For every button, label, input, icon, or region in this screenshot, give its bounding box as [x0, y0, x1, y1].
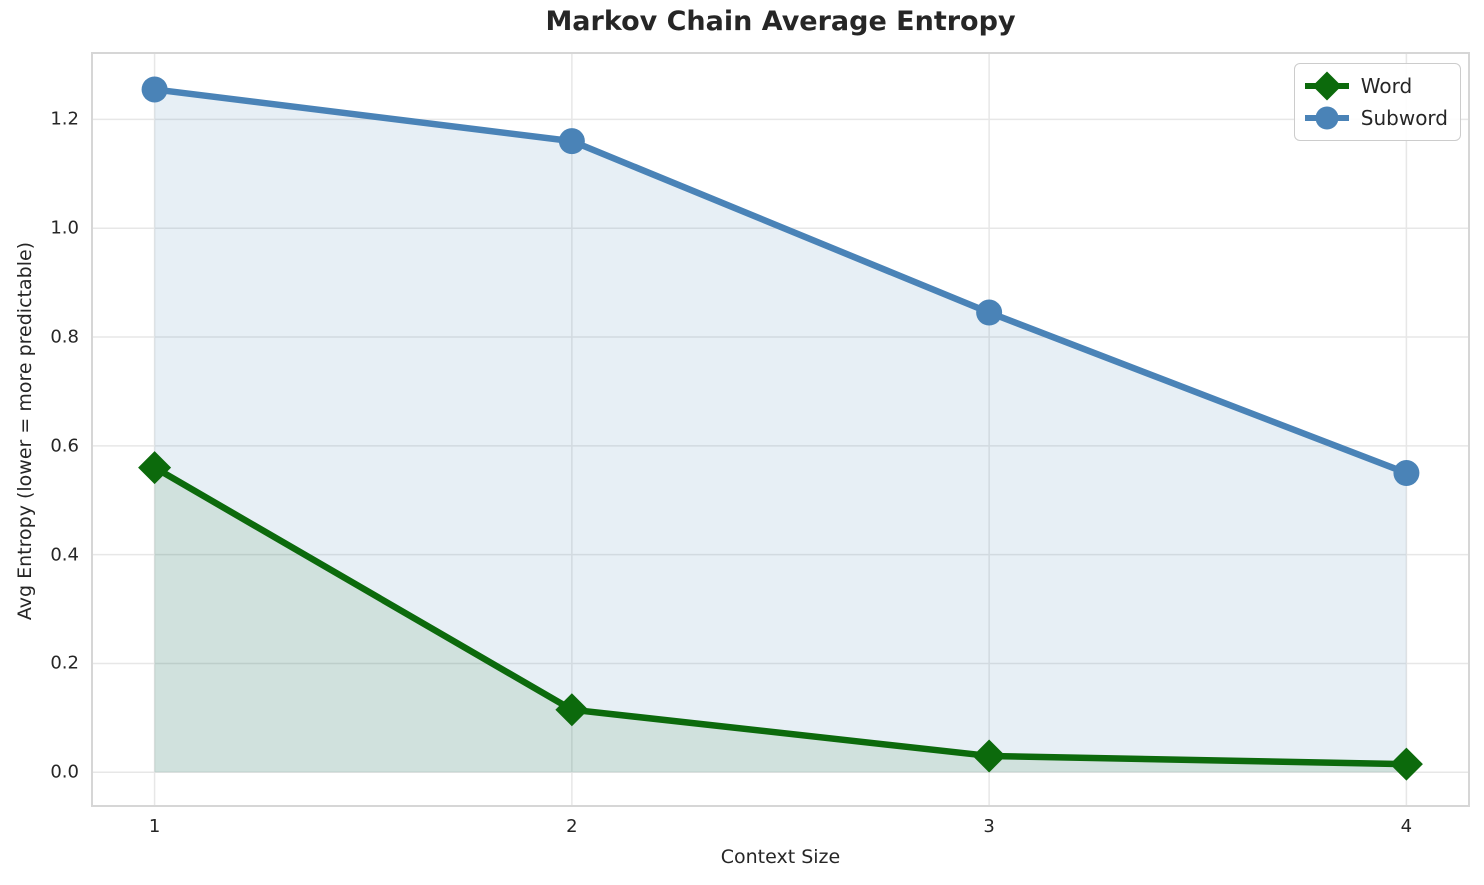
legend: Word Subword — [1293, 63, 1461, 141]
circle-marker-icon — [1304, 106, 1349, 130]
y-tick-label: 0.2 — [50, 652, 79, 674]
series-line-subword — [151, 86, 1410, 477]
legend-label-word: Word — [1360, 74, 1413, 98]
y-tick-label: 0.8 — [50, 326, 79, 348]
legend-item-subword: Subword — [1303, 103, 1448, 133]
x-axis-label: Context Size — [720, 846, 841, 868]
plot-border — [91, 52, 1470, 807]
marker-subword-4 — [1393, 460, 1420, 487]
y-tick-label: 1.0 — [50, 217, 79, 239]
series-line-word — [151, 464, 1410, 768]
x-tick-label: 1 — [148, 816, 161, 837]
diamond-marker-icon — [1304, 71, 1349, 101]
y-tick-label: 1.2 — [50, 108, 79, 130]
chart-title: Markov Chain Average Entropy — [545, 6, 1016, 37]
area-fill-subword — [154, 89, 1407, 773]
marker-word-1 — [138, 451, 172, 485]
y-axis-label: Avg Entropy (lower = more predictable) — [14, 241, 36, 621]
marker-subword-3 — [976, 299, 1003, 326]
y-tick-label: 0.0 — [50, 761, 79, 783]
marker-subword-1 — [141, 76, 168, 103]
marker-word-4 — [1389, 747, 1423, 781]
y-tick-label: 0.6 — [50, 435, 79, 457]
x-tick-label: 2 — [566, 816, 578, 837]
x-tick-label: 3 — [983, 816, 995, 837]
area-fill-word — [154, 467, 1407, 773]
marker-subword-2 — [558, 128, 585, 155]
legend-item-word: Word — [1303, 71, 1448, 101]
y-tick-label: 0.4 — [50, 544, 79, 566]
legend-label-subword: Subword — [1360, 106, 1448, 130]
marker-word-3 — [972, 739, 1006, 773]
marker-word-2 — [555, 693, 589, 727]
x-tick-label: 4 — [1400, 816, 1413, 837]
